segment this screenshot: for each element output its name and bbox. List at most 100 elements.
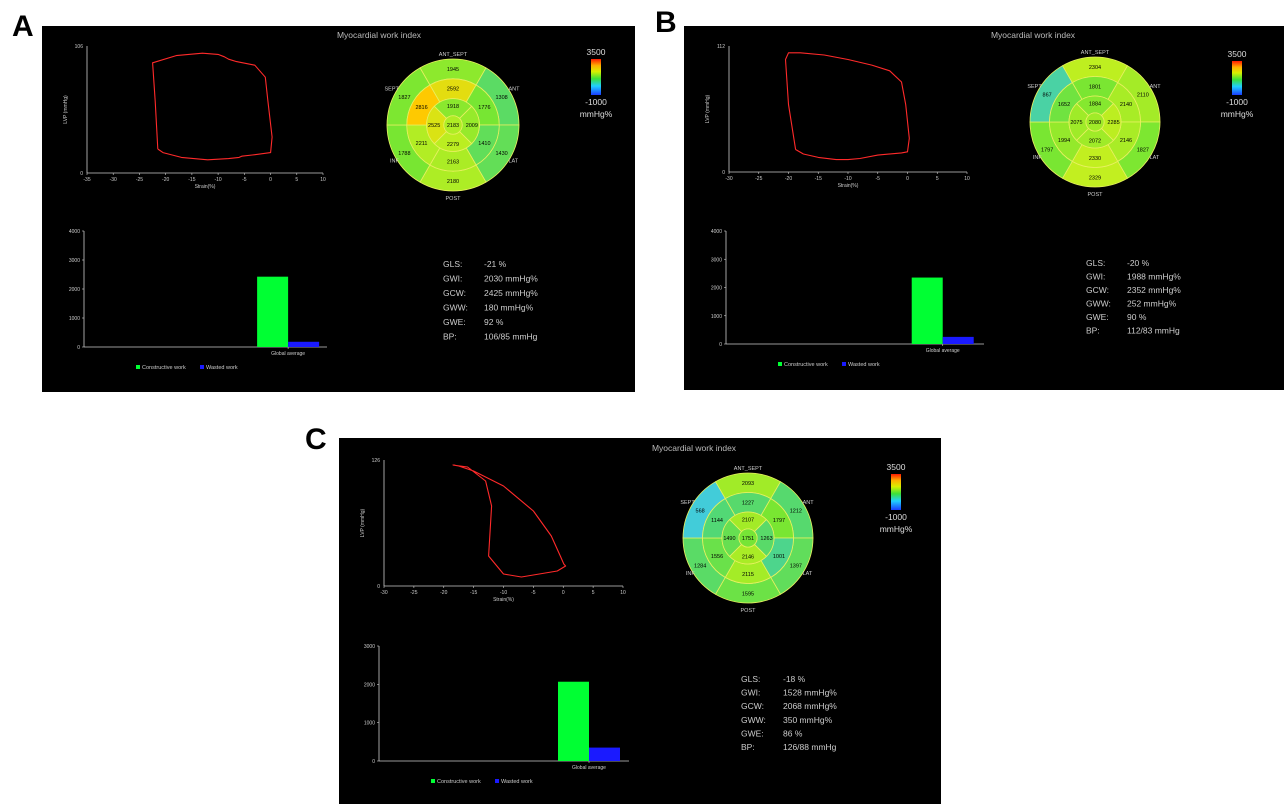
- bar-y-tick-label: 2000: [711, 286, 722, 292]
- legend-label-constructive: Constructive work: [784, 362, 828, 368]
- bullseye-segment-value: 1556: [711, 554, 723, 560]
- loop-x-tick-label: -25: [410, 590, 417, 596]
- color-scale-legend: 3500 -1000 mmHg%: [580, 47, 613, 119]
- bullseye-segment-value: 1827: [398, 95, 410, 101]
- loop-x-tick-label: 0: [269, 177, 272, 183]
- panel-letter-a: A: [12, 10, 34, 43]
- loop-x-axis-title: Strain(%): [838, 183, 859, 189]
- bullseye-segment-value: 2093: [742, 481, 754, 487]
- bullseye-segment-value: 867: [1043, 92, 1052, 98]
- stat-label: GLS:: [741, 674, 760, 684]
- legend-label-wasted: Wasted work: [848, 362, 880, 368]
- bullseye-label-ant-sept: ANT_SEPT: [1081, 50, 1110, 56]
- stat-label: GWW:: [443, 303, 468, 313]
- loop-y-max-label: 112: [717, 44, 725, 50]
- constructive-work-bar: [558, 681, 589, 761]
- bullseye-segment-value: 1212: [790, 508, 802, 514]
- legend-swatch-constructive: [136, 365, 140, 369]
- loop-x-tick-label: -15: [815, 176, 822, 182]
- constructive-work-bar: [257, 276, 289, 347]
- bar-y-tick-label: 3000: [364, 644, 375, 650]
- stat-label: BP:: [741, 742, 755, 752]
- bullseye-apex-segment: [443, 115, 463, 135]
- bullseye-apex-segment: [1085, 112, 1105, 132]
- bullseye-label-ant-sept: ANT_SEPT: [439, 52, 468, 58]
- bullseye-segment-value: 1994: [1058, 138, 1070, 144]
- bullseye-segment-value: 1410: [478, 141, 490, 147]
- legend-label-wasted: Wasted work: [206, 365, 238, 371]
- stat-label: GWE:: [443, 317, 466, 327]
- legend-label-wasted: Wasted work: [501, 779, 533, 785]
- bullseye-segment-value: 1652: [1058, 102, 1070, 108]
- stat-value: 106/85 mmHg: [484, 332, 538, 342]
- bullseye-label-inf: INF: [1033, 155, 1043, 161]
- bullseye-segment-value: 2816: [415, 105, 427, 111]
- color-scale-min-label: -1000: [885, 512, 907, 522]
- bullseye-label-ant: ANT: [803, 500, 815, 506]
- bullseye-label-sept: SEPT: [680, 500, 695, 506]
- bar-y-tick-label: 2000: [69, 287, 80, 293]
- global-indices-list: GLS: -18 % GWI: 1528 mmHg% GCW: 2068 mmHg% GWW…: [741, 674, 837, 752]
- bullseye-label-inf: INF: [390, 159, 400, 165]
- bullseye-segment-value: 1918: [447, 104, 459, 110]
- bullseye-apex-segment: [738, 528, 758, 548]
- loop-x-tick-label: -20: [162, 177, 169, 183]
- bullseye-segment-value: 1788: [398, 151, 410, 157]
- bullseye-segment-value: 2329: [1089, 175, 1101, 181]
- legend-swatch-wasted: [495, 779, 499, 783]
- bar-y-tick-label: 1000: [711, 314, 722, 320]
- color-scale-legend: 3500 -1000 mmHg%: [1221, 49, 1254, 119]
- bullseye-segment-value: 2211: [416, 141, 428, 147]
- loop-x-tick-label: 5: [592, 590, 595, 596]
- bullseye-segment-value: 1001: [773, 554, 785, 560]
- bar-y-tick-label: 0: [77, 345, 80, 351]
- bullseye-label-ant: ANT: [1150, 84, 1162, 90]
- color-scale-min-label: -1000: [1226, 97, 1248, 107]
- bullseye-segment-value: 1490: [723, 536, 735, 542]
- legend-label-constructive: Constructive work: [142, 365, 186, 371]
- bullseye-segment-value: 2009: [466, 123, 478, 129]
- bullseye-segment-value: 2330: [1089, 156, 1101, 162]
- bar-y-tick-label: 0: [372, 759, 375, 765]
- bullseye-segment-value: 2180: [447, 179, 459, 185]
- loop-x-tick-label: -5: [242, 177, 247, 183]
- loop-x-tick-label: 5: [936, 176, 939, 182]
- bullseye-segment-value: 2140: [1120, 102, 1132, 108]
- bullseye-segment-value: 1144: [711, 518, 723, 524]
- bullseye-segment-value: 1945: [447, 67, 459, 73]
- loop-x-tick-label: -10: [844, 176, 851, 182]
- panel-b: Myocardial work index 112 0 -30 -25 -20 -15 -10…: [684, 26, 1284, 390]
- stat-value: 112/83 mmHg: [1127, 326, 1180, 336]
- bar-y-tick-label: 3000: [711, 257, 722, 263]
- stat-value: -18 %: [783, 674, 806, 684]
- loop-x-tick-label: -30: [110, 177, 117, 183]
- bullseye-segment-value: 2592: [447, 87, 459, 93]
- loop-x-tick-label: 10: [320, 177, 326, 183]
- color-scale-min-label: -1000: [585, 97, 607, 107]
- bullseye-segment-value: 1801: [1089, 84, 1101, 90]
- bullseye-label-sept: SEPT: [385, 87, 400, 93]
- loop-x-tick-label: -5: [531, 590, 536, 596]
- loop-x-tick-label: 10: [964, 176, 970, 182]
- bullseye-segment-value: 1284: [694, 564, 706, 570]
- color-scale-max-label: 3500: [1228, 49, 1247, 59]
- stat-label: BP:: [443, 332, 457, 342]
- bar-y-tick-label: 2000: [364, 682, 375, 688]
- bullseye-segment-value: 1308: [495, 95, 507, 101]
- loop-x-tick-label: 0: [906, 176, 909, 182]
- bullseye-label-ant: ANT: [508, 87, 520, 93]
- bullseye-segment-value: 1397: [790, 564, 802, 570]
- loop-y-min-label: 0: [377, 584, 380, 590]
- legend-swatch-wasted: [200, 365, 204, 369]
- bullseye-segment-value: 2525: [428, 123, 440, 129]
- color-scale-legend: 3500 -1000 mmHg%: [880, 462, 913, 534]
- bullseye-plot: 2304 2110 1827 2329 1797 867 1801 2140 2146 2330 1…: [1027, 50, 1161, 198]
- loop-x-tick-label: -20: [440, 590, 447, 596]
- bullseye-segment-value: 2107: [742, 517, 754, 523]
- legend-label-constructive: Constructive work: [437, 779, 481, 785]
- bullseye-label-lat: LAT: [508, 159, 518, 165]
- stat-value: 2068 mmHg%: [783, 701, 837, 711]
- stat-label: GCW:: [443, 288, 466, 298]
